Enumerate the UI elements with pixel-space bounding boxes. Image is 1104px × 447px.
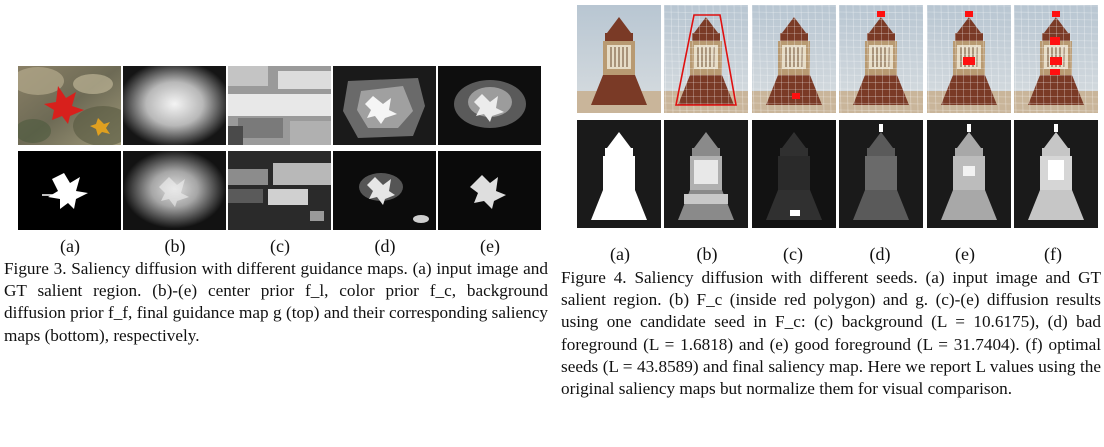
fig3-label-d: (d) <box>374 236 396 256</box>
fig3-center-prior <box>123 66 226 145</box>
fig3-input-image <box>18 66 121 145</box>
fig3-gt-salient-region <box>18 151 121 230</box>
fig4-bottom-saliency-f <box>1014 120 1098 228</box>
fig3-label-c: (c) <box>270 236 290 256</box>
fig4-top-seed-d <box>839 5 924 113</box>
fig3-label-b: (b) <box>164 236 186 256</box>
fig3-background-prior <box>333 66 436 145</box>
fig4-top-seed-b <box>664 5 749 113</box>
fig3-caption: Figure 3. Saliency diffusion with differ… <box>4 259 548 345</box>
fig3-label-e: (e) <box>480 236 500 256</box>
fig4-top-input-image <box>577 5 661 113</box>
fig4-top-seed-c <box>751 5 836 113</box>
fig3-guidance-map <box>438 66 541 145</box>
fig3-color-prior <box>228 66 331 145</box>
fig4-label-a: (a) <box>610 244 630 264</box>
fig3-saliency-color <box>228 151 331 230</box>
fig4-caption: Figure 4. Saliency diffusion with differ… <box>561 268 1101 399</box>
fig4-bottom-saliency-c <box>751 120 836 228</box>
fig4-bottom-saliency-d <box>839 120 924 228</box>
fig3-saliency-background <box>333 151 436 230</box>
fig4-label-f: (f) <box>1044 244 1062 264</box>
fig4-bottom-saliency-e <box>926 120 1011 228</box>
fig4-top-seed-f <box>1014 5 1098 113</box>
fig4-bottom-saliency-b <box>664 120 749 228</box>
fig3-label-a: (a) <box>60 236 80 256</box>
fig4-top-seed-e <box>926 5 1011 113</box>
fig4-bottom-gt-salient-region <box>577 120 661 228</box>
fig4-label-d: (d) <box>869 244 891 264</box>
fig4-label-e: (e) <box>955 244 975 264</box>
fig4-label-b: (b) <box>696 244 718 264</box>
fig4-label-c: (c) <box>783 244 803 264</box>
fig3-saliency-final <box>438 151 541 230</box>
fig3-saliency-center <box>123 151 226 230</box>
